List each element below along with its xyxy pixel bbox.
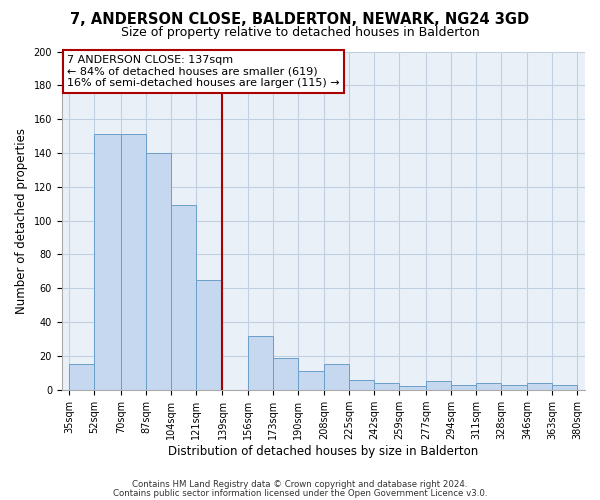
Bar — [476, 383, 501, 390]
Bar — [527, 383, 553, 390]
Bar — [272, 358, 298, 390]
Bar — [324, 364, 349, 390]
X-axis label: Distribution of detached houses by size in Balderton: Distribution of detached houses by size … — [168, 444, 479, 458]
Bar — [298, 371, 324, 390]
Bar — [69, 364, 94, 390]
Bar — [196, 280, 223, 390]
Bar — [374, 383, 399, 390]
Bar — [501, 384, 527, 390]
Y-axis label: Number of detached properties: Number of detached properties — [15, 128, 28, 314]
Text: 7 ANDERSON CLOSE: 137sqm
← 84% of detached houses are smaller (619)
16% of semi-: 7 ANDERSON CLOSE: 137sqm ← 84% of detach… — [67, 55, 340, 88]
Bar — [94, 134, 121, 390]
Bar — [349, 380, 374, 390]
Text: Size of property relative to detached houses in Balderton: Size of property relative to detached ho… — [121, 26, 479, 39]
Bar — [121, 134, 146, 390]
Bar — [451, 384, 476, 390]
Text: Contains public sector information licensed under the Open Government Licence v3: Contains public sector information licen… — [113, 488, 487, 498]
Text: Contains HM Land Registry data © Crown copyright and database right 2024.: Contains HM Land Registry data © Crown c… — [132, 480, 468, 489]
Bar — [553, 384, 577, 390]
Text: 7, ANDERSON CLOSE, BALDERTON, NEWARK, NG24 3GD: 7, ANDERSON CLOSE, BALDERTON, NEWARK, NG… — [70, 12, 530, 28]
Bar — [426, 382, 451, 390]
Bar — [171, 206, 196, 390]
Bar — [146, 153, 171, 390]
Bar — [248, 336, 272, 390]
Bar — [399, 386, 426, 390]
